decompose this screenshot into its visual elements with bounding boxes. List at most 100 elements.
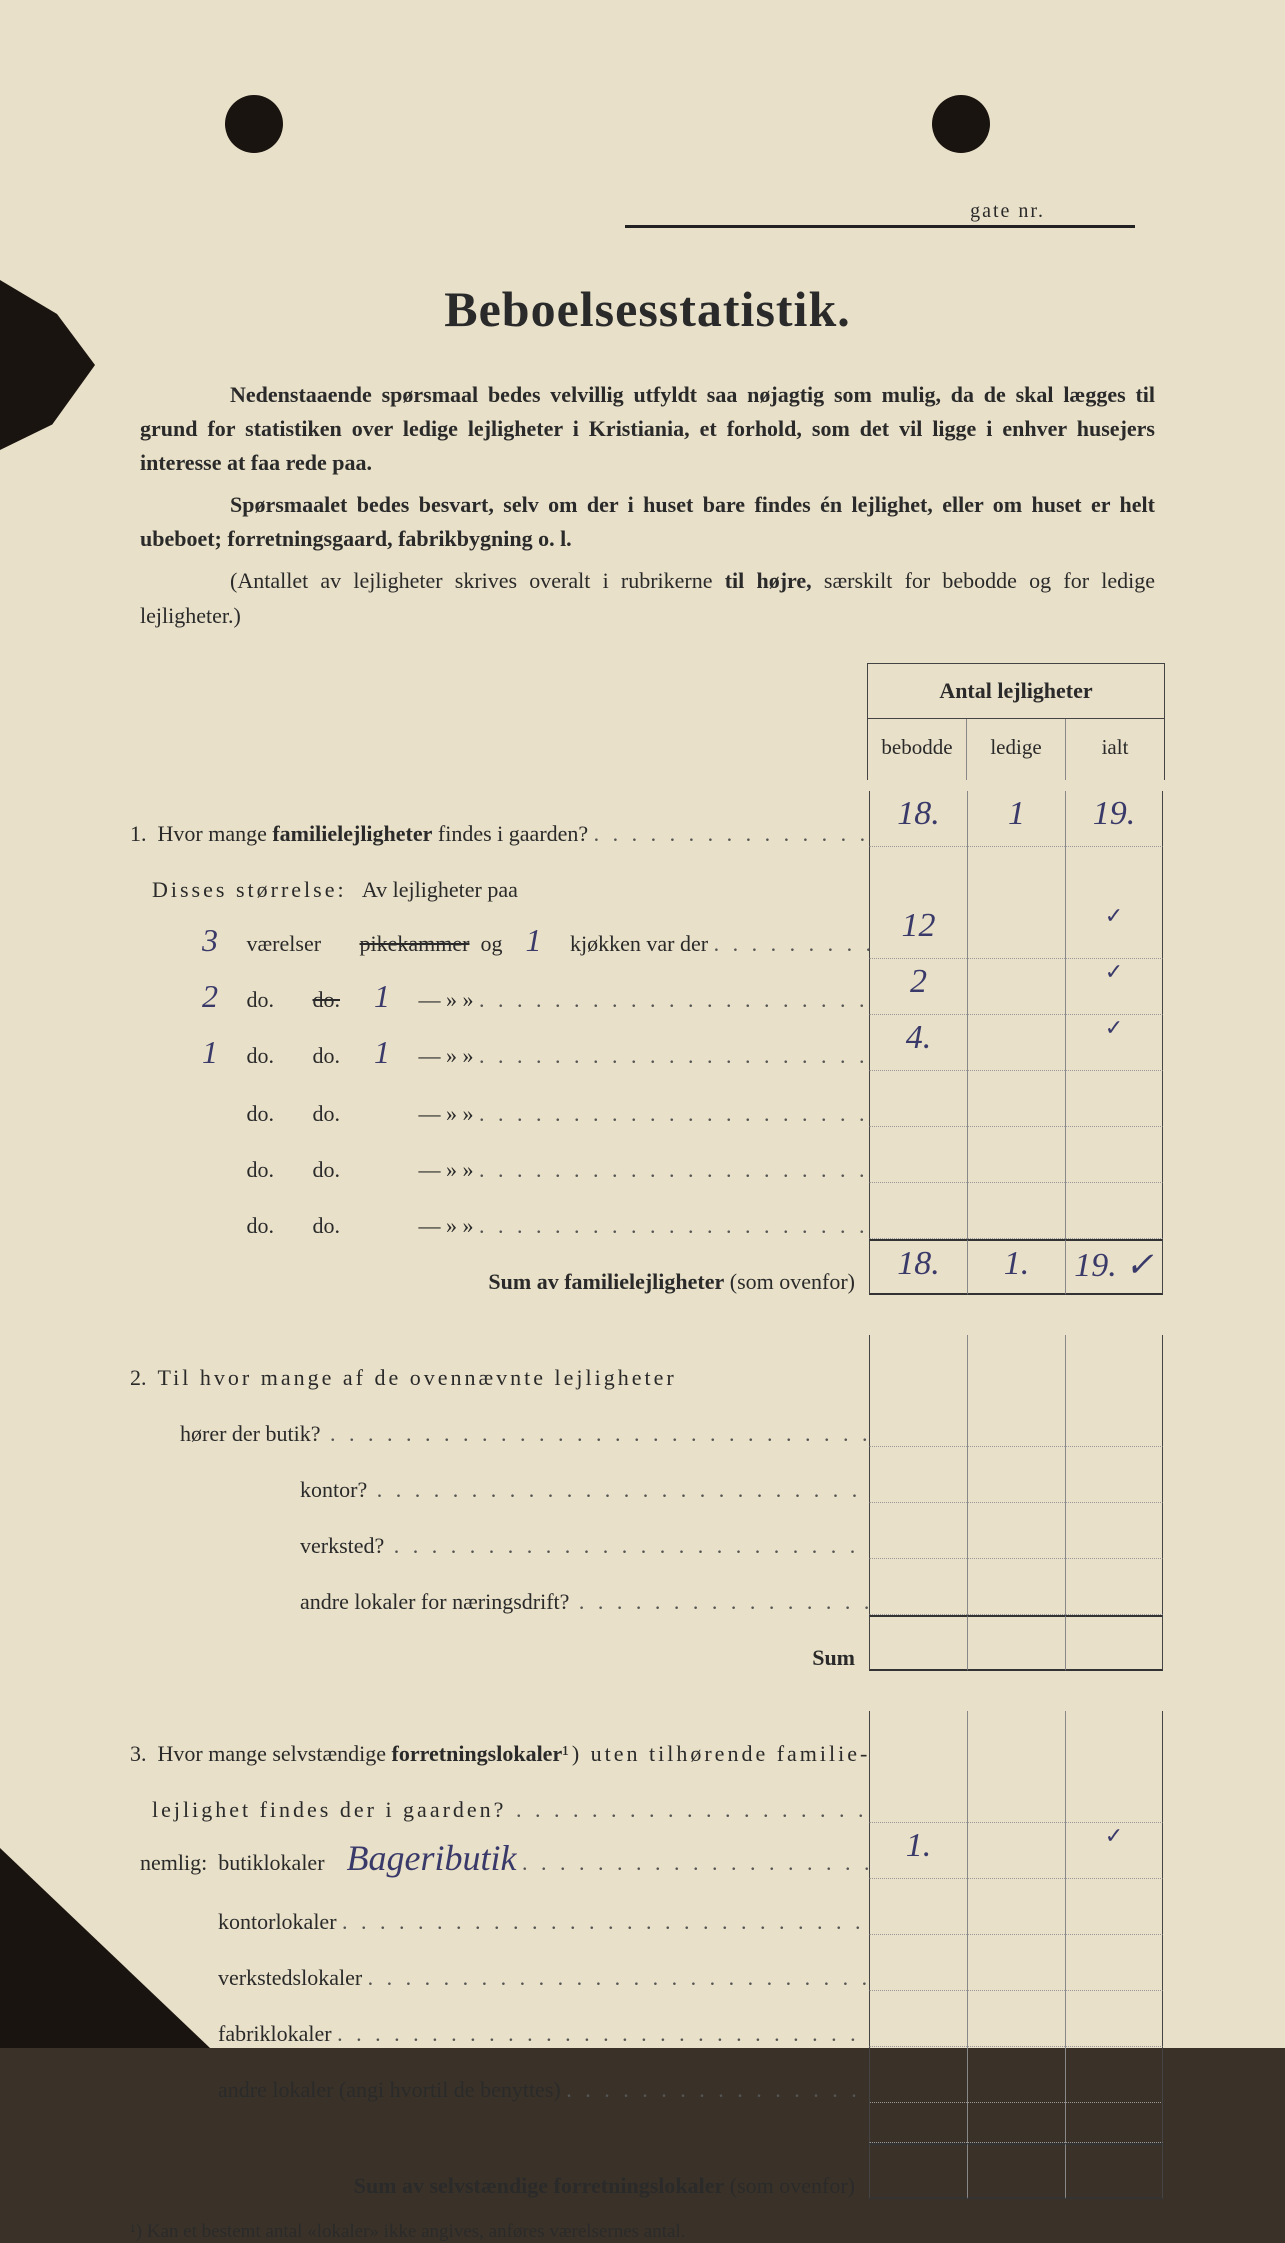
q2-text: Til hvor mange af de ovennævnte lejlighe…	[158, 1365, 677, 1390]
q1-vaerelser-label: do.	[247, 987, 275, 1012]
page-title: Beboelsesstatistik.	[130, 280, 1165, 338]
q1-pikekammer: do.	[313, 1157, 341, 1182]
q3-nemlig: nemlig:	[140, 1850, 207, 1875]
q1-vaerelser-label: do.	[247, 1213, 275, 1238]
q3-line-label: kontorlokaler	[218, 1909, 337, 1934]
q3-cell-ialt: ✓	[1105, 1823, 1123, 1848]
col-ialt: ialt	[1066, 719, 1164, 780]
document-page: gate nr. Beboelsesstatistik. Nedenstaaen…	[0, 0, 1285, 2048]
q3-line-label: andre lokaler (angi hvortil de benyttes)	[218, 2077, 561, 2102]
q1-kjokken-label: — » »	[419, 1043, 474, 1068]
q2-line-label: verksted?	[300, 1533, 384, 1558]
q1-detail-row: 1 do. do. 1 — » » 4. ✓	[130, 1015, 1165, 1071]
q1-kjokken-label: — » »	[419, 1101, 474, 1126]
q1-detail-row: do. do. — » »	[130, 1127, 1165, 1183]
q2-line-label: andre lokaler for næringsdrift?	[300, 1589, 569, 1614]
q2-line: hører der butik?	[130, 1391, 1165, 1447]
q1-kjokken-label: — » »	[419, 987, 474, 1012]
q1-cell-bebodde: 12	[902, 907, 936, 944]
q1-detail-row: do. do. — » »	[130, 1183, 1165, 1239]
q1-vaerelser-count: 1	[190, 1034, 230, 1071]
q3-num: 3.	[130, 1741, 147, 1766]
q1-detail-row: 3 værelser pikekammer og 1 kjøkken var d…	[130, 903, 1165, 959]
punch-hole-right	[932, 95, 990, 153]
q1-cell-bebodde: 4.	[906, 1019, 932, 1056]
q2-num: 2.	[130, 1365, 147, 1390]
q1-detail-row: do. do. — » »	[130, 1071, 1165, 1127]
q1-vaerelser-label: do.	[247, 1101, 275, 1126]
q1-top-c3: 19.	[1093, 795, 1136, 832]
q1-kjokken-count: 1	[362, 978, 402, 1015]
q1-sub2: Av lejligheter paa	[362, 877, 518, 902]
q3-line: fabriklokaler	[130, 1991, 1165, 2047]
q3-line: nemlig: butiklokaler Bageributik 1. ✓	[130, 1823, 1165, 1879]
q1-cell-ialt: ✓	[1105, 959, 1123, 984]
q1-vaerelser-count: 3	[190, 922, 230, 959]
q2-line: verksted?	[130, 1503, 1165, 1559]
q1-sum-paren: (som ovenfor)	[730, 1269, 855, 1294]
q1-pikekammer: do.	[313, 1043, 341, 1068]
q1-top-c1: 18.	[897, 795, 940, 832]
q1-vaerelser-label: do.	[247, 1157, 275, 1182]
q3-line-label: fabriklokaler	[218, 2021, 332, 2046]
q3-line: verkstedslokaler	[130, 1935, 1165, 1991]
q1-vaerelser-count: 2	[190, 978, 230, 1015]
q3-text-a: Hvor mange selvstændige	[158, 1741, 392, 1766]
q1-sum-label: Sum av familielejligheter	[488, 1269, 724, 1294]
form-area: Antal lejligheter bebodde ledige ialt 1.…	[130, 663, 1165, 2243]
gate-label: gate nr.	[970, 200, 1045, 222]
torn-edge-top	[0, 280, 95, 450]
q3-line-label: butiklokaler	[218, 1850, 324, 1875]
q1-cell-ialt: ✓	[1105, 1015, 1123, 1040]
q1-kjokken-label: — » »	[419, 1157, 474, 1182]
q3-handwritten: Bageributik	[347, 1837, 517, 1879]
q2-line-label: hører der butik?	[180, 1421, 321, 1446]
intro-p1: Nedenstaaende spørsmaal bedes velvillig …	[140, 382, 1155, 475]
q1-text-c: findes i gaarden?	[432, 821, 588, 846]
intro-text: Nedenstaaende spørsmaal bedes velvillig …	[140, 378, 1155, 633]
question-2: 2. Til hvor mange af de ovennævnte lejli…	[130, 1335, 1165, 1671]
q1-pikekammer: do.	[313, 1101, 341, 1126]
q3-text-c: ¹) uten tilhørende familie-	[562, 1741, 869, 1766]
q2-line: andre lokaler for næringsdrift?	[130, 1559, 1165, 1615]
intro-p2: Spørsmaalet bedes besvart, selv om der i…	[140, 492, 1155, 551]
q1-vaerelser-label: do.	[247, 1043, 275, 1068]
q3-line: kontorlokaler	[130, 1879, 1165, 1935]
q1-cell-ialt: ✓	[1105, 903, 1123, 928]
q1-pikekammer: pikekammer	[360, 931, 470, 956]
q1-text-a: Hvor mange	[158, 821, 273, 846]
q1-detail-row: 2 do. do. 1 — » » 2 ✓	[130, 959, 1165, 1015]
q1-sub: Disses størrelse:	[152, 877, 347, 902]
q2-sum: Sum	[812, 1645, 855, 1670]
q1-kjokken-count: 1	[362, 1034, 402, 1071]
q1-kjokken-count: 1	[514, 922, 554, 959]
q1-sum-c1: 18.	[897, 1245, 940, 1282]
q1-sum-c2: 1.	[1004, 1245, 1030, 1282]
q1-pikekammer: do.	[313, 987, 341, 1012]
q3-sum-label: Sum av selvstændige forretningslokaler	[354, 2173, 725, 2198]
q1-num: 1.	[130, 821, 147, 846]
q1-top-c2: 1	[1008, 795, 1025, 832]
q2-line: kontor?	[130, 1447, 1165, 1503]
q3-text-b: forretningslokaler	[392, 1741, 563, 1766]
intro-p3b: til højre,	[725, 568, 812, 593]
q1-og: og	[481, 931, 503, 956]
intro-p3a: (Antallet av lejligheter skrives overalt…	[230, 568, 725, 593]
footnote: ¹) Kan et bestemt antal «lokaler» ikke a…	[130, 2221, 1165, 2243]
q2-line-label: kontor?	[300, 1477, 367, 1502]
q3-text-d: lejlighet findes der i gaarden?	[152, 1797, 506, 1822]
q1-vaerelser-label: værelser	[247, 931, 322, 956]
col-bebodde: bebodde	[868, 719, 967, 780]
q3-sum-paren: (som ovenfor)	[730, 2173, 855, 2198]
q1-kjokken-label: kjøkken var der	[570, 931, 708, 956]
q1-sum-c3: 19. ✓	[1074, 1247, 1154, 1284]
q1-text-b: familielejligheter	[272, 821, 432, 846]
gate-number-field: gate nr.	[625, 200, 1135, 228]
punch-hole-left	[225, 95, 283, 153]
question-1: 1. Hvor mange familielejligheter findes …	[130, 791, 1165, 1295]
count-header-title: Antal lejligheter	[868, 664, 1164, 719]
q3-line-label: verkstedslokaler	[218, 1965, 362, 1990]
q1-cell-bebodde: 2	[910, 963, 927, 1000]
q1-kjokken-label: — » »	[419, 1213, 474, 1238]
question-3: 3. Hvor mange selvstændige forretningslo…	[130, 1711, 1165, 2199]
